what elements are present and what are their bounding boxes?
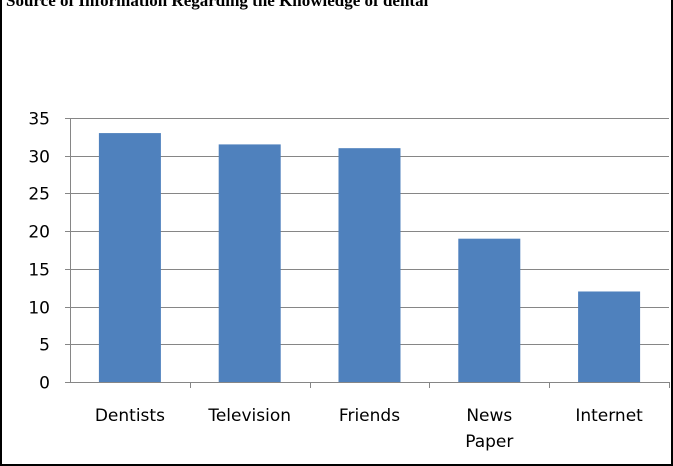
gridlines	[70, 118, 669, 345]
bars	[98, 133, 641, 382]
y-tick-label-20: 20	[28, 223, 50, 243]
bar-news-paper	[458, 238, 521, 382]
y-tick-label-5: 5	[39, 336, 50, 356]
x-tick-label-dentists: Dentists	[95, 406, 165, 426]
bar-internet	[578, 291, 641, 382]
y-tick-label-0: 0	[39, 374, 50, 394]
y-tick-label-15: 15	[28, 261, 50, 281]
bar-dentists	[98, 133, 161, 382]
x-tick-label-television: Television	[207, 406, 291, 426]
axes	[65, 118, 670, 388]
y-tick-label-25: 25	[28, 185, 50, 205]
x-tick-label-internet: Internet	[575, 406, 643, 426]
x-tick-labels: Dentists Television Friends News Paper Intern…	[95, 406, 643, 452]
bar-television	[218, 144, 281, 382]
x-tick-label-friends: Friends	[339, 406, 400, 426]
y-tick-labels: 0 5 10 15 20 25 30 35	[28, 110, 50, 394]
chart-caption: Source of Information Regarding the Know…	[6, 0, 429, 10]
y-tick-label-10: 10	[28, 299, 50, 319]
x-tick-label-news: News	[466, 406, 512, 426]
x-tick-label-paper: Paper	[465, 432, 513, 452]
y-tick-label-35: 35	[28, 110, 50, 130]
bar-friends	[338, 148, 401, 382]
y-tick-label-30: 30	[28, 148, 50, 168]
